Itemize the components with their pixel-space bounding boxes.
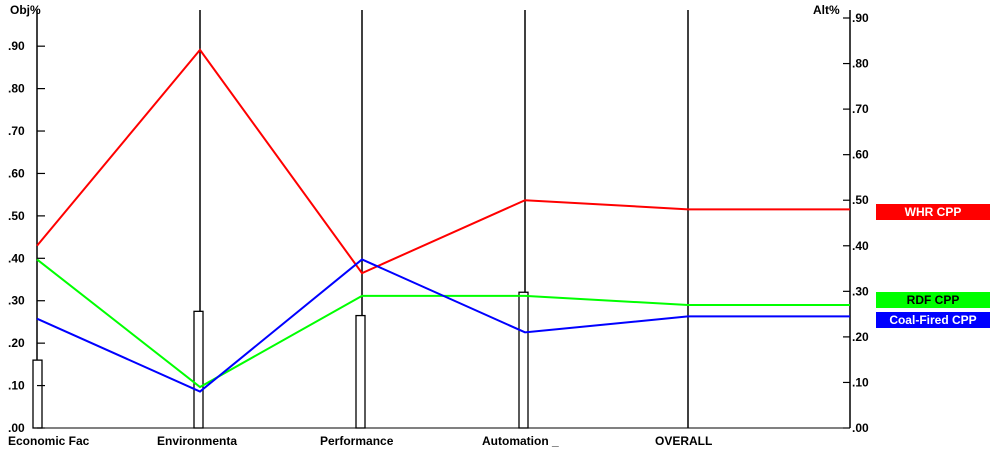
right-tick-label: .40 (852, 239, 869, 253)
legend-label-rdf-cpp: RDF CPP (907, 293, 960, 307)
legend-box-coal-fired-cpp (876, 312, 990, 328)
weight-bar-automation (518, 291, 529, 429)
left-tick-label: .10 (8, 379, 25, 393)
legend-box-rdf-cpp (876, 292, 990, 308)
series-line-rdf-cpp (36, 258, 850, 389)
right-tick-label: .10 (852, 375, 869, 389)
right-tick-label: .60 (852, 148, 869, 162)
right-tick-label: .70 (852, 102, 869, 116)
left-tick-label: .50 (8, 209, 25, 223)
left-tick-label: .30 (8, 294, 25, 308)
weight-bar-environmenta (193, 310, 204, 429)
weight-bar-economic-fac (32, 359, 43, 429)
category-label-environmenta: Environmenta (157, 434, 237, 448)
right-tick-label: .90 (852, 11, 869, 25)
series-lines (36, 48, 850, 393)
category-axes (199, 10, 689, 428)
category-label-economic-fac: Economic Fac (8, 434, 90, 448)
objective-weight-bars (32, 291, 529, 429)
series-line-whr-cpp (36, 48, 850, 275)
legend: WHR CPP RDF CPP Coal-Fired CPP (876, 204, 990, 328)
left-tick-label: .20 (8, 336, 25, 350)
legend-label-whr-cpp: WHR CPP (905, 205, 962, 219)
left-tick-label: .00 (8, 421, 25, 435)
series-line-coal-fired-cpp (36, 258, 850, 393)
category-label-overall: OVERALL (655, 434, 712, 448)
left-tick-label: .40 (8, 251, 25, 265)
right-tick-label: .20 (852, 330, 869, 344)
weight-bar-performance (355, 314, 366, 429)
left-tick-label: .60 (8, 166, 25, 180)
left-axis-ticks: .00 .10 .20 .30 .40 .50 .60 .70 .80 .90 (8, 39, 45, 435)
left-axis-title: Obj% (10, 3, 41, 17)
right-tick-label: .00 (852, 421, 869, 435)
category-labels: Economic Fac Environmenta Performance Autom… (8, 434, 712, 448)
left-tick-label: .70 (8, 124, 25, 138)
category-label-performance: Performance (320, 434, 394, 448)
legend-box-whr-cpp (876, 204, 990, 220)
right-axis-ticks: .00 .10 .20 .30 .40 .50 .60 .70 .80 .90 (843, 11, 869, 435)
category-label-automation: Automation _ (482, 434, 559, 448)
right-axis-title: Alt% (813, 3, 840, 17)
left-tick-label: .90 (8, 39, 25, 53)
legend-label-coal-fired-cpp: Coal-Fired CPP (889, 313, 976, 327)
left-tick-label: .80 (8, 82, 25, 96)
right-tick-label: .50 (852, 193, 869, 207)
right-tick-label: .80 (852, 57, 869, 71)
right-tick-label: .30 (852, 284, 869, 298)
